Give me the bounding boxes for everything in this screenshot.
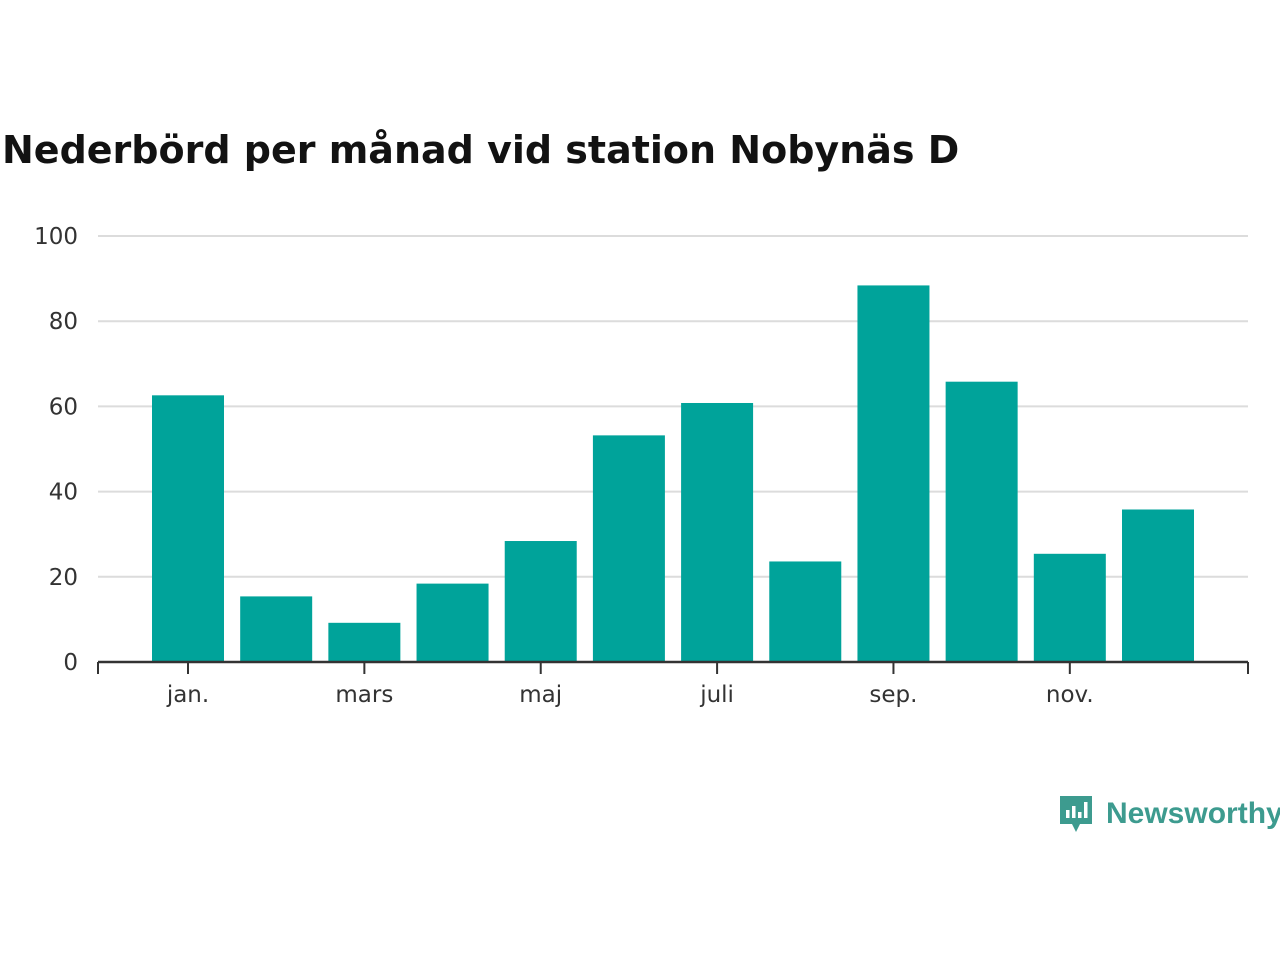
- bar-9: [857, 285, 930, 662]
- newsworthy-logo-icon: [1060, 796, 1092, 832]
- bar-10: [945, 381, 1018, 662]
- y-tick-label-20: 20: [49, 565, 78, 591]
- bar-4: [416, 583, 489, 662]
- bars: [152, 285, 1194, 662]
- x-tick-label-5: maj: [519, 682, 562, 708]
- y-tick-label-80: 80: [49, 309, 78, 335]
- bar-3: [328, 622, 401, 662]
- y-tick-label-40: 40: [49, 480, 78, 506]
- y-tick-label-60: 60: [49, 394, 78, 420]
- x-tick-label-9: sep.: [869, 682, 917, 708]
- axes: [97, 660, 1249, 674]
- bar-5: [504, 541, 577, 662]
- chart-title: Nederbörd per månad vid station Nobynäs …: [2, 128, 960, 172]
- x-tick-label-7: juli: [699, 682, 734, 708]
- x-tick-label-11: nov.: [1046, 682, 1094, 708]
- x-tick-label-3: mars: [335, 682, 393, 708]
- brand-name: Newsworthy: [1106, 797, 1280, 830]
- bar-12: [1122, 509, 1194, 662]
- bar-11: [1033, 553, 1106, 662]
- y-tick-label-100: 100: [34, 224, 78, 250]
- y-tick-label-0: 0: [63, 650, 78, 676]
- bar-1: [152, 395, 224, 662]
- tick-labels: 0 20 40 60 80 100 jan. mars maj juli sep. nov.: [34, 224, 1094, 708]
- bar-8: [769, 561, 842, 662]
- bar-6: [592, 435, 665, 662]
- x-tick-label-1: jan.: [166, 682, 209, 708]
- bar-2: [240, 596, 313, 662]
- brand-logo: Newsworthy: [1058, 790, 1280, 838]
- bar-7: [681, 402, 754, 662]
- grid-lines: [98, 235, 1248, 578]
